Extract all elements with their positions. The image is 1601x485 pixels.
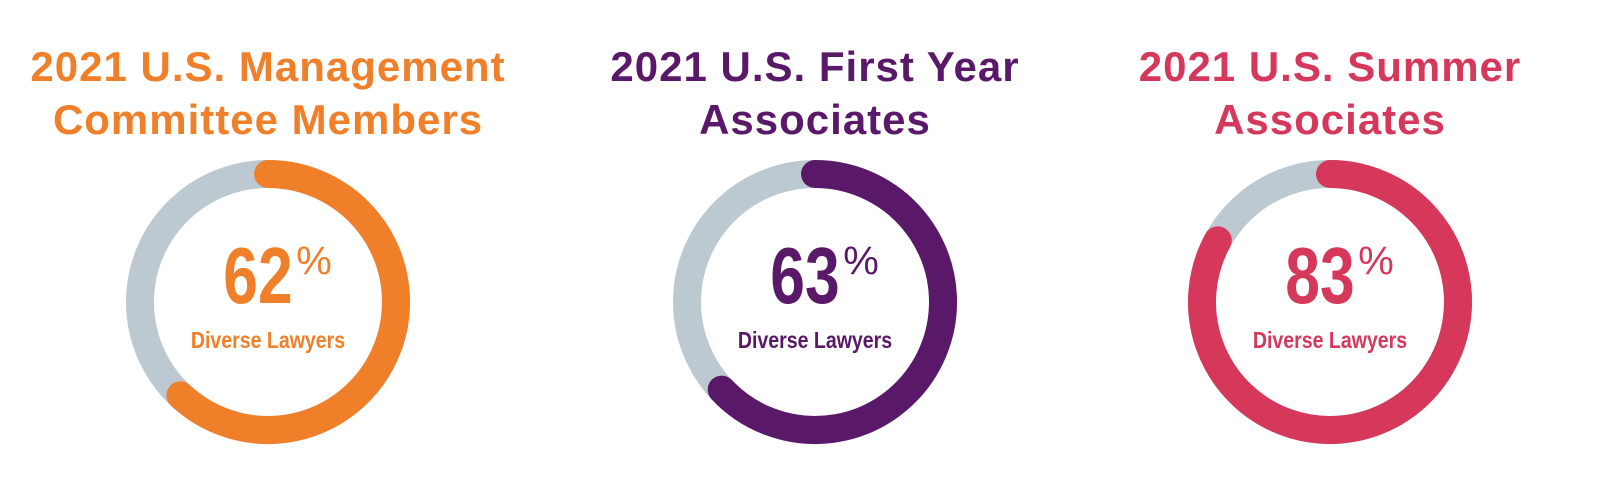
value-label: 62 [223,232,292,321]
value-caption: Diverse Lawyers [738,328,892,354]
chart-title: 2021 U.S. Summer [1139,43,1522,90]
value-caption: Diverse Lawyers [1253,328,1407,354]
donut-arc [1188,160,1472,444]
chart-title: Associates [699,96,931,143]
value-unit: % [843,240,879,284]
value-label: 63 [770,232,839,321]
value-label: 83 [1285,232,1354,321]
chart-title: Committee Members [53,96,483,143]
chart-title: 2021 U.S. First Year [610,43,1019,90]
value-unit: % [1358,240,1394,284]
chart-title: 2021 U.S. Management [30,43,505,90]
donut-chart: 2021 U.S. Management Committee Members 62%… [30,43,505,444]
donut-arc [707,160,957,444]
value-unit: % [296,240,332,284]
chart-title: Associates [1214,96,1446,143]
value-caption: Diverse Lawyers [191,328,345,354]
donut-arc [166,160,410,444]
donut-chart: 2021 U.S. Summer Associates 83 % Diverse Law… [1139,43,1522,444]
donut-chart: 2021 U.S. First Year Associates 63 % Diverse… [610,43,1019,444]
